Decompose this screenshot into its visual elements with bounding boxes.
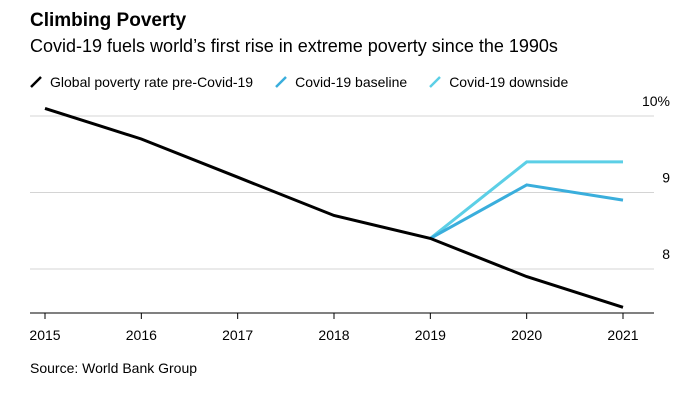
legend-label-pre-covid: Global poverty rate pre-Covid-19	[50, 74, 254, 90]
legend-swatch-downside	[429, 76, 442, 88]
x-tick-label-2021: 2021	[607, 327, 638, 343]
legend-item-downside: Covid-19 downside	[429, 74, 568, 90]
x-tick-label-2015: 2015	[29, 327, 60, 343]
legend-swatch-baseline	[275, 76, 287, 88]
series-line-downside	[429, 160, 623, 240]
legend-label-baseline: Covid-19 baseline	[295, 74, 408, 90]
chart-title: Climbing Poverty	[30, 10, 187, 31]
legend-item-baseline: Covid-19 baseline	[275, 74, 407, 90]
x-tick-label-2016: 2016	[126, 327, 157, 343]
legend-swatch-pre-covid	[30, 76, 42, 88]
x-tick-label-2018: 2018	[318, 327, 349, 343]
x-tick-label-2017: 2017	[222, 327, 253, 343]
chart-subtitle: Covid-19 fuels world’s first rise in ext…	[30, 36, 558, 56]
x-tick-label-2020: 2020	[511, 327, 542, 343]
series-line-baseline	[429, 183, 624, 240]
legend-item-pre-covid: Global poverty rate pre-Covid-19	[30, 74, 253, 90]
legend: Global poverty rate pre-Covid-19 Covid-1…	[30, 72, 590, 92]
source-note: Source: World Bank Group	[30, 360, 198, 376]
x-tick-label-2019: 2019	[415, 327, 446, 343]
y-tick-label-9: 9	[662, 170, 670, 186]
series-line-pre-covid	[44, 106, 624, 309]
legend-label-downside: Covid-19 downside	[449, 74, 569, 90]
y-tick-label-10: 10%	[642, 93, 670, 109]
y-tick-label-8: 8	[662, 246, 670, 262]
